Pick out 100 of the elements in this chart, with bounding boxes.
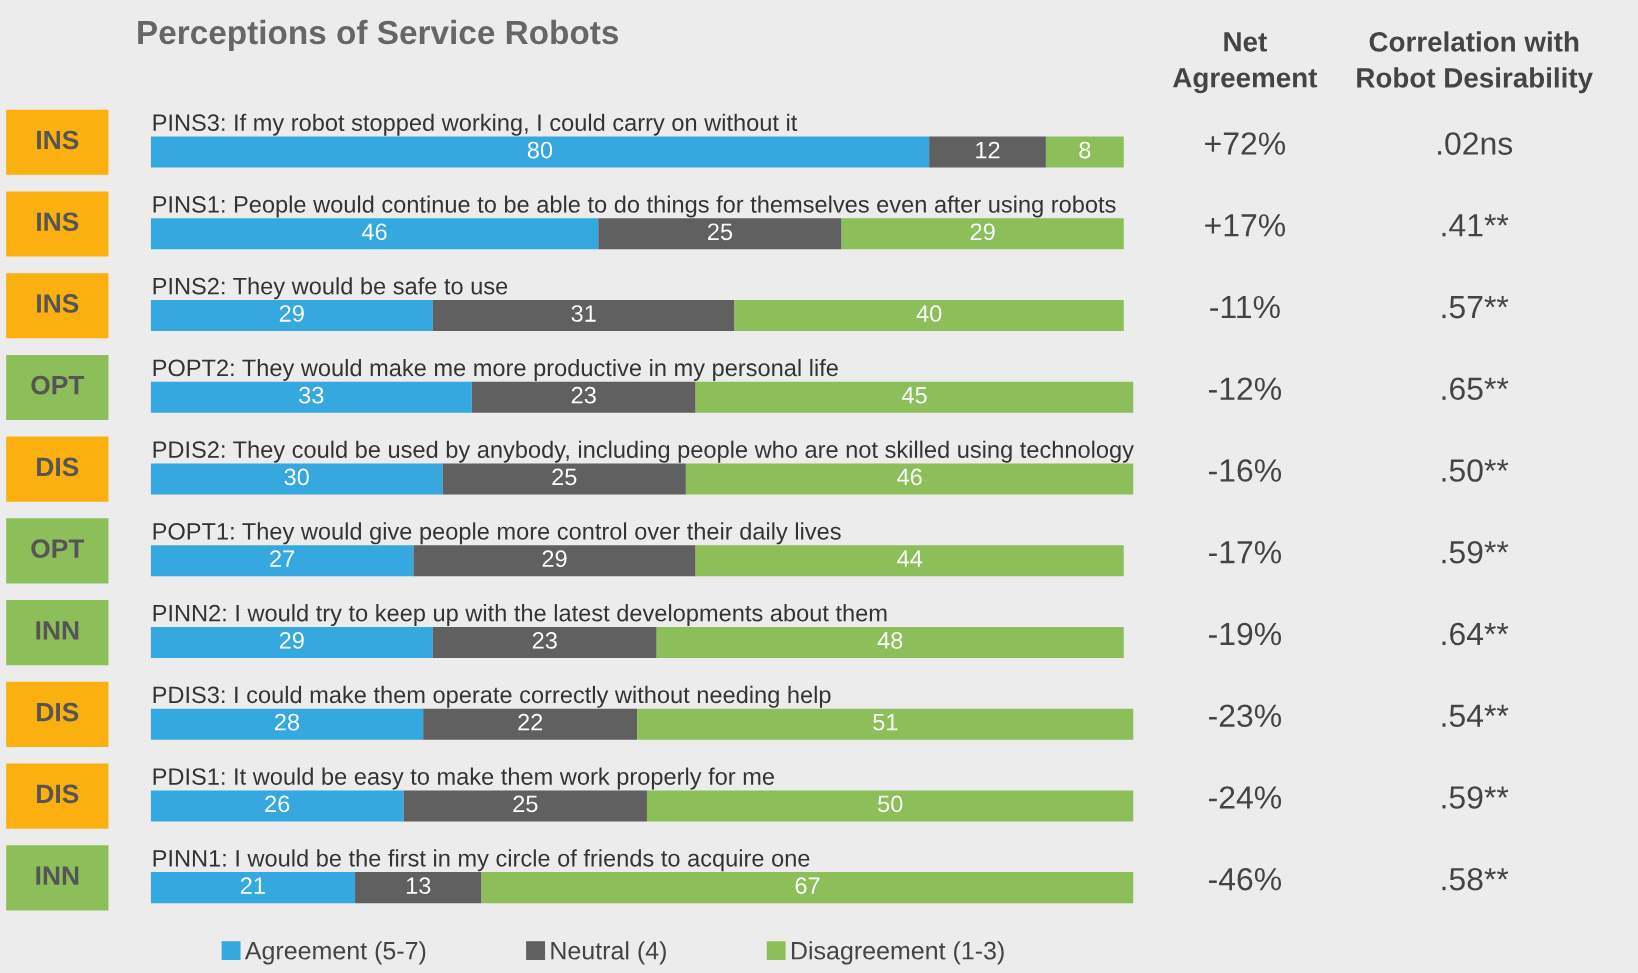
bar — [150, 136, 930, 168]
text: DIS — [37, 457, 79, 477]
text: INN — [36, 866, 79, 885]
bar — [150, 626, 433, 658]
data-label: 25 — [708, 223, 733, 241]
data-label: 40 — [916, 305, 942, 322]
text: DIS — [37, 784, 79, 804]
legend-label: Agreement (5-7) — [244, 941, 426, 965]
text: +17% — [1205, 214, 1286, 237]
text: .50** — [1442, 459, 1509, 482]
data-label: 44 — [897, 550, 923, 567]
data-label: 22 — [518, 713, 543, 731]
legend-label: Disagreement (1-3) — [791, 941, 1004, 965]
data-label: 31 — [571, 305, 596, 322]
text: -12% — [1209, 377, 1282, 400]
data-label: 12 — [976, 141, 1000, 159]
bar — [432, 626, 657, 658]
text: -16% — [1209, 459, 1282, 482]
bar — [403, 790, 647, 822]
y-tick-label: POPT1: They would give people more control over their daily lives — [153, 522, 841, 545]
text: .64** — [1442, 622, 1509, 646]
bar — [685, 463, 1134, 495]
text: INS — [37, 212, 79, 232]
bar — [150, 790, 404, 822]
data-label: 25 — [552, 468, 577, 486]
legend-label: Neutral (4) — [551, 941, 666, 965]
text: .41** — [1442, 214, 1509, 237]
data-label: 27 — [270, 550, 295, 567]
bar — [423, 708, 638, 740]
data-label: 48 — [877, 632, 903, 649]
text: INS — [37, 130, 79, 150]
bar — [432, 300, 735, 332]
text: .54** — [1442, 704, 1509, 728]
data-label: 51 — [873, 714, 898, 731]
bar — [150, 300, 433, 332]
bar — [150, 218, 599, 250]
text: -23% — [1209, 704, 1282, 728]
bar — [150, 463, 443, 495]
data-label: 33 — [299, 386, 324, 404]
text: Net Agreement — [1173, 32, 1318, 94]
data-label: 13 — [406, 877, 431, 894]
bar — [150, 545, 414, 577]
text: .57** — [1442, 296, 1509, 319]
bar — [656, 626, 1124, 658]
data-label: 21 — [240, 877, 265, 894]
text: OPT — [31, 375, 85, 395]
y-tick-label: PINN1: I would be the first in my circle of friends to acquire one — [153, 849, 810, 872]
bar — [413, 545, 696, 577]
bar — [695, 545, 1124, 577]
data-label: 50 — [878, 795, 903, 813]
text: -24% — [1209, 786, 1282, 809]
data-label: 25 — [513, 795, 538, 813]
text: +72% — [1205, 132, 1286, 155]
text: OPT — [31, 539, 85, 558]
bar — [481, 872, 1134, 904]
bar — [695, 381, 1134, 413]
data-label: 80 — [527, 141, 553, 159]
bar — [471, 381, 696, 413]
text: Correlation with Robot Desirability — [1357, 31, 1593, 94]
data-label: 26 — [265, 795, 290, 813]
data-label: 23 — [571, 386, 596, 404]
y-tick-label: POPT2: They would make me more productive in my personal life — [153, 358, 838, 381]
data-label: 46 — [361, 223, 387, 241]
data-label: 46 — [897, 468, 922, 486]
chart-title: Perceptions of Service Robots — [138, 19, 619, 51]
data-label: 29 — [542, 550, 567, 568]
data-label: 8 — [1079, 141, 1091, 159]
data-label: 45 — [901, 387, 927, 404]
text: .59** — [1442, 540, 1509, 564]
y-tick-label: PINS2: They would be safe to use — [153, 277, 508, 300]
bar — [841, 218, 1124, 250]
bar — [150, 381, 472, 413]
bar — [646, 790, 1134, 822]
bar — [637, 708, 1134, 740]
y-tick-label: PDIS1: It would be easy to make them work properly for me — [153, 767, 774, 790]
text: -46% — [1209, 867, 1282, 891]
text: .65** — [1442, 377, 1509, 401]
text: DIS — [37, 702, 79, 722]
data-label: 28 — [274, 713, 300, 731]
bar — [929, 136, 1046, 168]
text: INN — [36, 621, 79, 640]
bar — [734, 300, 1124, 332]
data-label: 29 — [279, 305, 304, 322]
bar — [150, 872, 356, 904]
bar — [1045, 136, 1124, 168]
text: .59** — [1442, 786, 1509, 809]
text: -17% — [1209, 541, 1282, 564]
data-label: 30 — [284, 468, 309, 486]
bar — [355, 872, 482, 904]
text: INS — [37, 294, 79, 313]
data-label: 23 — [532, 632, 557, 649]
text: -11% — [1210, 295, 1280, 319]
y-tick-label: PDIS3: I could make them operate correctly without needing help — [153, 685, 831, 708]
y-tick-label: PINS3: If my robot stopped working, I could carry on without it — [153, 113, 798, 136]
data-label: 29 — [279, 632, 304, 649]
text: .02ns — [1438, 132, 1513, 155]
text: -19% — [1209, 622, 1282, 646]
bar — [150, 708, 424, 740]
y-tick-label: PINS1: People would continue to be able to do things for themselves even after using robots — [153, 195, 1116, 218]
text: .58** — [1442, 867, 1509, 891]
